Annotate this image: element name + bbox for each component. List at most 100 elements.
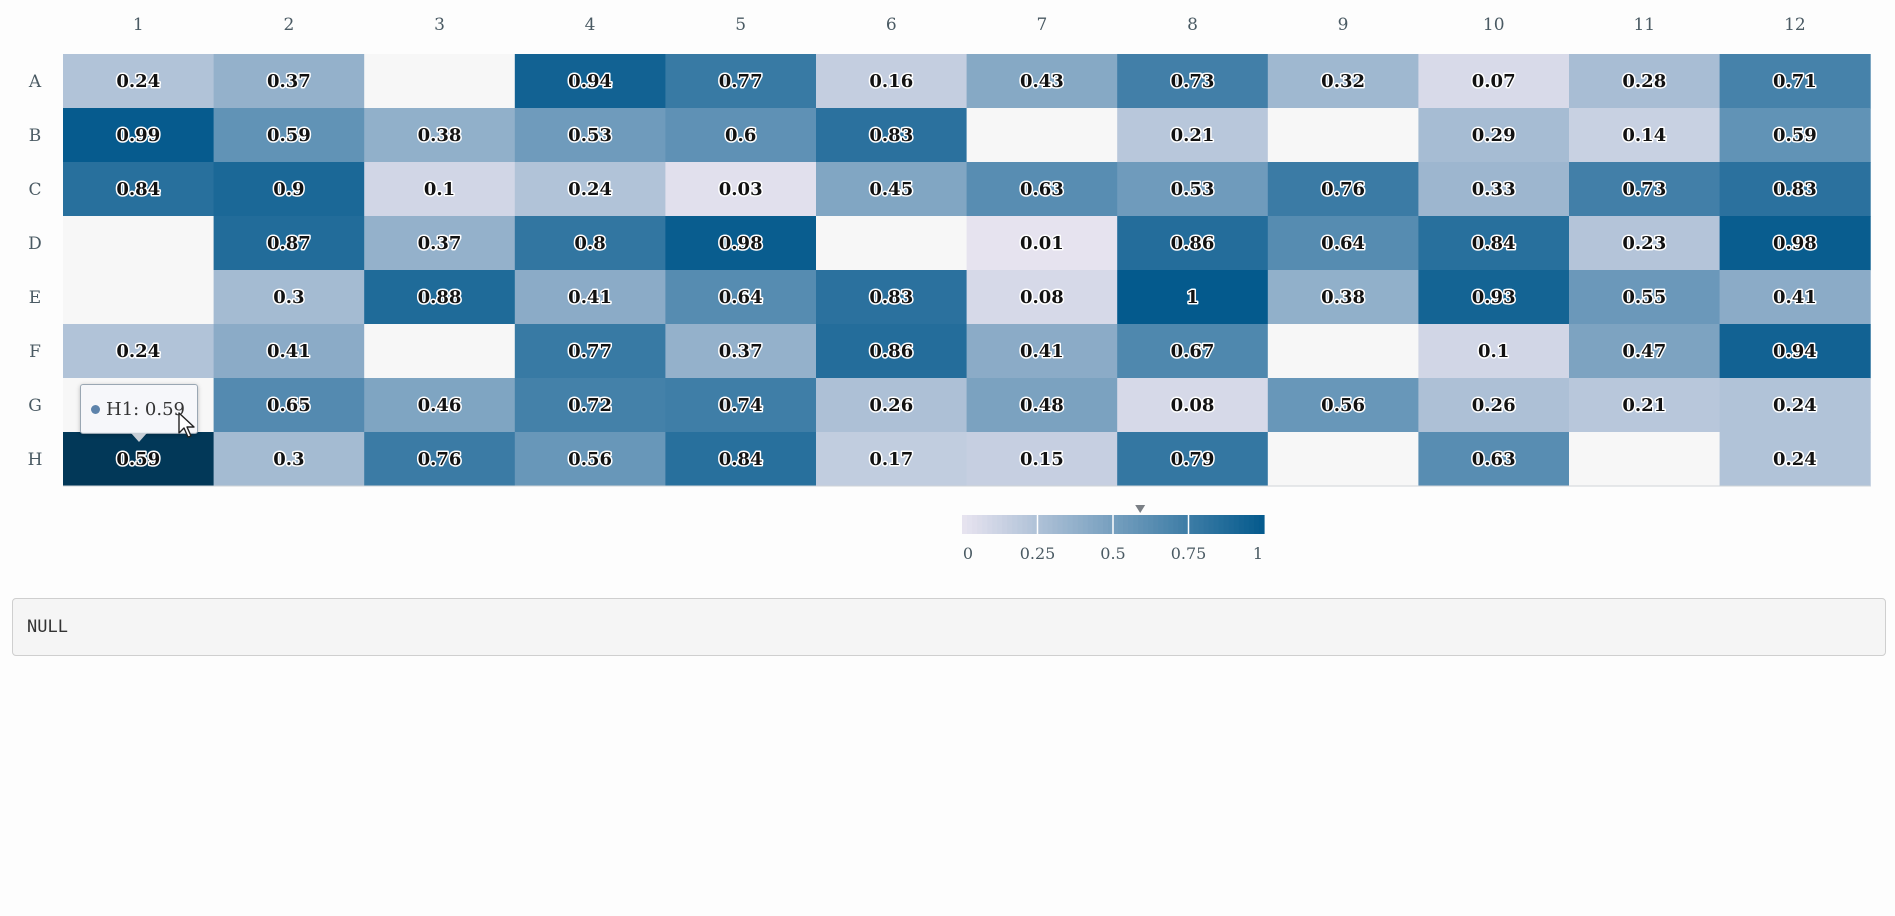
heatmap-cell <box>665 108 817 163</box>
heatmap-cell <box>1569 324 1721 379</box>
column-label: 8 <box>1187 15 1198 35</box>
cell-value-label: 0.84 <box>1472 233 1516 254</box>
cell-value-label: 0.99 <box>116 125 160 146</box>
cell-value-label: 0.6 <box>725 125 756 146</box>
cell-value-label: 0.74 <box>719 395 763 416</box>
cell-value-label: 0.98 <box>719 233 763 254</box>
cell-value-label: 0.94 <box>568 71 612 92</box>
cell-value-label: 0.93 <box>1472 287 1516 308</box>
legend-gradient-segment <box>1248 515 1255 534</box>
heatmap-cell <box>1719 108 1871 163</box>
column-label: 6 <box>886 15 897 35</box>
heatmap-cell <box>665 54 817 109</box>
heatmap-cell <box>1719 378 1871 433</box>
legend-gradient-segment <box>1123 515 1129 534</box>
cell-value-label: 0.47 <box>1622 341 1666 362</box>
cell-value-label: 0.1 <box>1478 341 1509 362</box>
heatmap-cell <box>514 432 666 487</box>
cell-value-label: 0.88 <box>418 287 462 308</box>
heatmap-cell <box>1418 378 1570 433</box>
heatmap-cell <box>966 378 1118 433</box>
legend-gradient-segment <box>1067 515 1074 534</box>
cell-value-label: 0.84 <box>116 179 160 200</box>
cell-value-label: 0.87 <box>267 233 311 254</box>
legend-gradient-segment <box>1223 515 1230 534</box>
cell-value-label: 0.64 <box>719 287 763 308</box>
legend-gradient-segment <box>1087 515 1094 534</box>
cell-value-label: 0.59 <box>1773 125 1817 146</box>
heatmap-cell <box>1418 270 1570 325</box>
cell-value-label: 0.45 <box>869 179 913 200</box>
heatmap-cell <box>966 162 1118 217</box>
heatmap-cell <box>1418 162 1570 217</box>
cell-value-label: 0.08 <box>1020 287 1064 308</box>
cell-value-label: 0.83 <box>869 287 913 308</box>
legend-gradient-segment <box>1082 515 1089 534</box>
legend-gradient-segment <box>1258 515 1265 534</box>
cell-value-label: 0.73 <box>1171 71 1215 92</box>
heatmap-cell <box>364 432 516 487</box>
cell-value-label: 0.56 <box>1321 395 1365 416</box>
column-label: 12 <box>1784 15 1806 35</box>
cell-value-label: 0.24 <box>116 71 160 92</box>
column-label: 2 <box>283 15 294 35</box>
row-label: E <box>29 288 41 308</box>
cell-value-label: 0.41 <box>267 341 311 362</box>
legend-gradient-segment <box>1017 515 1023 534</box>
heatmap-cell <box>213 216 365 271</box>
heatmap-cell <box>1719 54 1871 109</box>
heatmap-cell <box>364 108 516 163</box>
heatmap-cell <box>1267 108 1419 163</box>
heatmap-cell <box>364 324 516 379</box>
row-label: D <box>28 234 42 254</box>
heatmap-cell <box>1719 162 1871 217</box>
column-label: 3 <box>434 15 445 35</box>
cell-value-label: 0.86 <box>1171 233 1215 254</box>
heatmap-cell <box>213 378 365 433</box>
heatmap-cell <box>1418 432 1570 487</box>
cell-value-label: 0.41 <box>568 287 612 308</box>
legend-gradient-segment <box>987 515 993 534</box>
cell-value-label: 0.83 <box>1773 179 1817 200</box>
cell-value-label: 0.83 <box>869 125 913 146</box>
legend-gradient-segment <box>1057 515 1064 534</box>
column-label: 4 <box>585 15 596 35</box>
heatmap-cell <box>364 270 516 325</box>
column-label: 7 <box>1036 15 1047 35</box>
cell-value-label: 0.24 <box>568 179 612 200</box>
cell-value-label: 0.71 <box>1773 71 1817 92</box>
heatmap-cell <box>966 270 1118 325</box>
mouse-cursor-icon <box>178 412 195 438</box>
cell-value-label: 0.72 <box>568 395 612 416</box>
heatmap-cell <box>213 270 365 325</box>
tooltip-series-dot <box>91 404 100 414</box>
row-label: F <box>29 342 41 362</box>
tooltip-text: H1: 0.59 <box>106 398 186 420</box>
cell-value-label: 0.23 <box>1622 233 1666 254</box>
legend-gradient-segment <box>1148 515 1154 534</box>
heatmap-cell <box>1267 216 1419 271</box>
cell-value-label: 0.59 <box>116 449 160 470</box>
heatmap-cell <box>364 54 516 109</box>
legend-gradient-segment <box>1253 515 1260 534</box>
cell-value-label: 0.1 <box>424 179 455 200</box>
heatmap-cell <box>1267 378 1419 433</box>
heatmap-cell <box>1569 378 1721 433</box>
legend-gradient-segment <box>1118 515 1124 534</box>
legend-gradient-segment <box>1092 515 1099 534</box>
legend-gradient-segment <box>1037 515 1044 534</box>
cell-value-label: 0.17 <box>869 449 913 470</box>
legend-gradient-segment <box>977 515 983 534</box>
legend-gradient-segment <box>1243 515 1250 534</box>
cell-value-label: 0.38 <box>418 125 462 146</box>
cell-value-label: 0.63 <box>1020 179 1064 200</box>
heatmap-cell <box>1418 216 1570 271</box>
legend-gradient-segment <box>1173 515 1180 534</box>
cell-value-label: 0.8 <box>574 233 605 254</box>
heatmap-cell <box>966 216 1118 271</box>
heatmap-cell <box>816 324 968 379</box>
heatmap-cell <box>514 378 666 433</box>
legend-gradient-segment <box>1158 515 1164 534</box>
legend-gradient-segment <box>1138 515 1144 534</box>
heatmap-cell <box>213 162 365 217</box>
